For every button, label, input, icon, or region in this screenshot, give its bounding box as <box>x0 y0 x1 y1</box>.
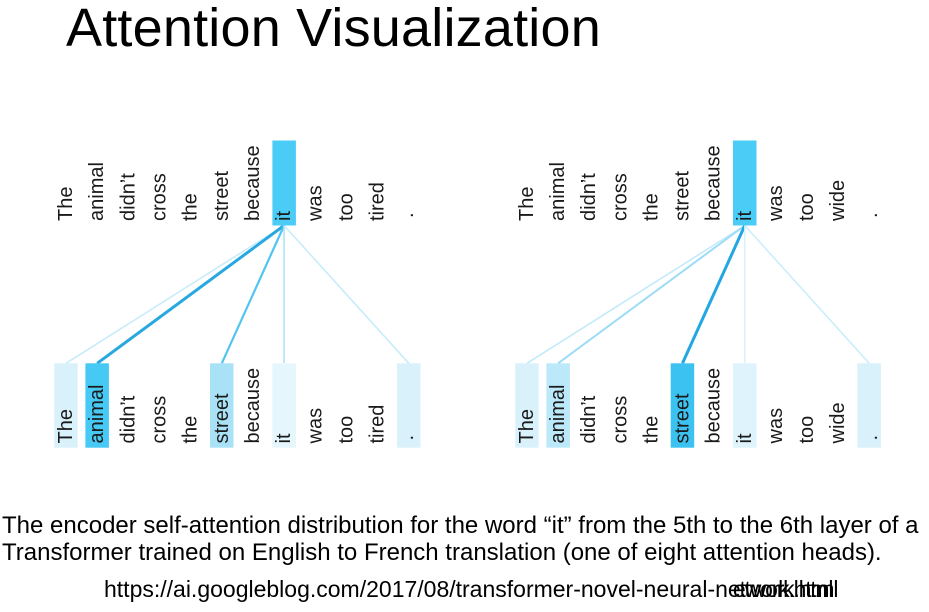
svg-text:street: street <box>211 171 233 221</box>
svg-text:it: it <box>273 433 295 443</box>
svg-text:tired: tired <box>367 182 389 221</box>
svg-text:animal: animal <box>547 162 569 221</box>
svg-text:didn’t: didn’t <box>117 395 139 443</box>
svg-text:animal: animal <box>86 162 108 221</box>
svg-text:The: The <box>55 187 77 221</box>
svg-text:it: it <box>734 211 756 221</box>
svg-text:street: street <box>672 393 694 443</box>
svg-text:cross: cross <box>149 173 171 221</box>
svg-text:wide: wide <box>827 402 849 444</box>
svg-text:cross: cross <box>609 396 631 444</box>
svg-text:was: was <box>765 185 787 222</box>
svg-text:because: because <box>242 368 264 444</box>
svg-text:The: The <box>516 409 538 443</box>
svg-text:was: was <box>304 185 326 222</box>
svg-text:didn’t: didn’t <box>578 173 600 221</box>
svg-text:didn’t: didn’t <box>578 395 600 443</box>
svg-text:because: because <box>242 145 264 221</box>
svg-text:didn’t: didn’t <box>117 173 139 221</box>
svg-text:too: too <box>796 193 818 221</box>
svg-text:the: the <box>180 193 202 221</box>
svg-text:it: it <box>273 211 295 221</box>
svg-text:animal: animal <box>547 385 569 444</box>
svg-text:because: because <box>703 368 725 444</box>
svg-text:was: was <box>304 408 326 445</box>
svg-text:the: the <box>180 416 202 444</box>
svg-text:wide: wide <box>827 180 849 222</box>
svg-text:.: . <box>396 212 418 218</box>
svg-text:tired: tired <box>367 405 389 444</box>
svg-text:too: too <box>335 416 357 444</box>
svg-text:animal: animal <box>86 385 108 444</box>
svg-text:was: was <box>765 408 787 445</box>
svg-text:cross: cross <box>609 173 631 221</box>
svg-text:the: the <box>640 193 662 221</box>
svg-text:cross: cross <box>149 396 171 444</box>
svg-text:street: street <box>672 171 694 221</box>
svg-text:too: too <box>335 193 357 221</box>
svg-text:the: the <box>640 416 662 444</box>
svg-text:.: . <box>396 435 418 441</box>
svg-text:The: The <box>55 409 77 443</box>
svg-text:too: too <box>796 416 818 444</box>
svg-text:because: because <box>703 145 725 221</box>
svg-text:street: street <box>211 393 233 443</box>
svg-text:.: . <box>860 435 882 441</box>
svg-text:it: it <box>734 433 756 443</box>
svg-text:The: The <box>516 187 538 221</box>
svg-text:.: . <box>860 212 882 218</box>
